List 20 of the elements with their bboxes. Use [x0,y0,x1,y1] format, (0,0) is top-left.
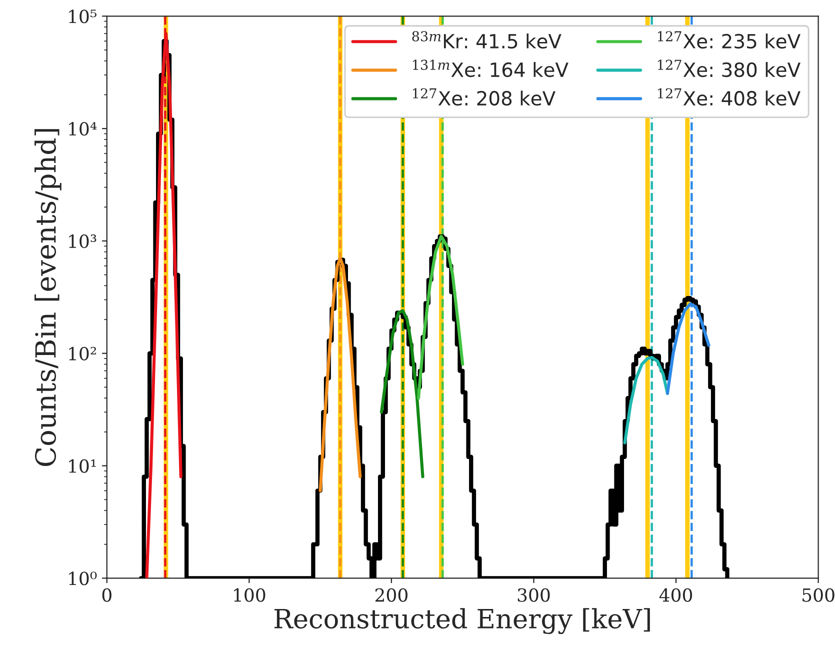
y-tick-label: 10¹ [69,459,96,473]
legend-label: $^{127}$Xe: 235 keV [658,31,800,49]
x-tick-label: 300 [518,588,550,602]
y-tick-label: 10³ [69,234,96,248]
legend-label: $^{131m}$Xe: 164 keV [412,60,568,78]
x-tick-label: 200 [375,588,408,602]
y-tick-label: 10² [69,346,96,360]
y-tick-label: 10⁰ [69,572,97,586]
x-tick-label: 500 [802,588,834,602]
legend-label: $^{83m}$Kr: 41.5 keV [412,31,562,49]
legend-label: $^{127}$Xe: 380 keV [658,60,800,78]
x-tick-label: 0 [102,588,112,602]
x-tick-label: 100 [234,588,266,602]
x-axis-title: Reconstructed Energy [keV] [274,608,650,634]
y-tick-label: 10⁵ [69,10,96,24]
x-tick-label: 400 [659,588,692,602]
y-tick-label: 10⁴ [69,122,97,136]
legend-label: $^{127}$Xe: 208 keV [412,88,556,106]
y-axis-title: Counts/Bin [events/phd] [34,129,62,466]
legend-label: $^{127}$Xe: 408 keV [658,88,800,106]
